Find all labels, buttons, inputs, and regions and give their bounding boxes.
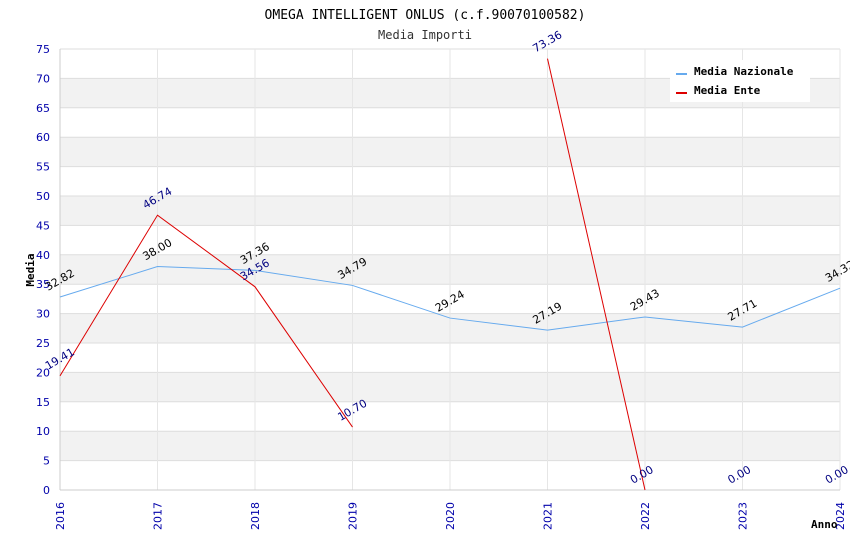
y-tick-label: 55 <box>36 161 50 174</box>
series-line-media-ente <box>547 58 646 491</box>
axes <box>59 49 840 491</box>
x-tick-label: 2019 <box>347 502 360 530</box>
y-tick-label: 20 <box>36 366 50 379</box>
x-tick-label: 2016 <box>54 502 67 530</box>
y-tick-label: 40 <box>36 249 50 262</box>
y-tick-label: 75 <box>36 43 50 56</box>
y-tick-label: 65 <box>36 102 50 115</box>
x-tick-label: 2024 <box>834 502 847 530</box>
legend-label: Media Ente <box>694 84 761 97</box>
legend: Media Nazionale Media Ente <box>670 60 810 102</box>
x-tick-label: 2022 <box>639 502 652 530</box>
y-tick-label: 15 <box>36 396 50 409</box>
y-tick-label: 60 <box>36 131 50 144</box>
series-line-media-nazionale <box>59 266 841 331</box>
x-tick-label: 2021 <box>542 502 555 530</box>
y-axis-label: Media <box>24 253 37 286</box>
x-tick-label: 2018 <box>249 502 262 530</box>
y-tick-label: 0 <box>43 484 50 497</box>
y-tick-label: 5 <box>43 455 50 468</box>
x-tick-label: 2017 <box>152 502 165 530</box>
x-tick-label: 2020 <box>444 502 457 530</box>
y-tick-label: 25 <box>36 337 50 350</box>
y-tick-label: 35 <box>36 278 50 291</box>
y-tick-label: 50 <box>36 190 50 203</box>
y-tick-label: 45 <box>36 219 50 232</box>
x-tick-label: 2023 <box>737 502 750 530</box>
x-axis-label: Anno <box>811 518 838 531</box>
series-lines <box>59 58 841 491</box>
y-tick-label: 70 <box>36 72 50 85</box>
y-tick-label: 10 <box>36 425 50 438</box>
series-line-media-ente <box>59 214 353 428</box>
legend-label: Media Nazionale <box>694 65 794 78</box>
y-tick-label: 30 <box>36 308 50 321</box>
chart-subtitle: Media Importi <box>378 28 472 42</box>
chart-title: OMEGA INTELLIGENT ONLUS (c.f.90070100582… <box>265 8 586 23</box>
y-tick-labels: 0 5 10 15 20 25 30 35 40 45 50 55 60 65 70 75 <box>36 43 50 497</box>
legend-box <box>670 60 810 102</box>
x-tick-labels: 2016 2017 2018 2019 2020 2021 2022 2023 2024 <box>54 502 847 530</box>
